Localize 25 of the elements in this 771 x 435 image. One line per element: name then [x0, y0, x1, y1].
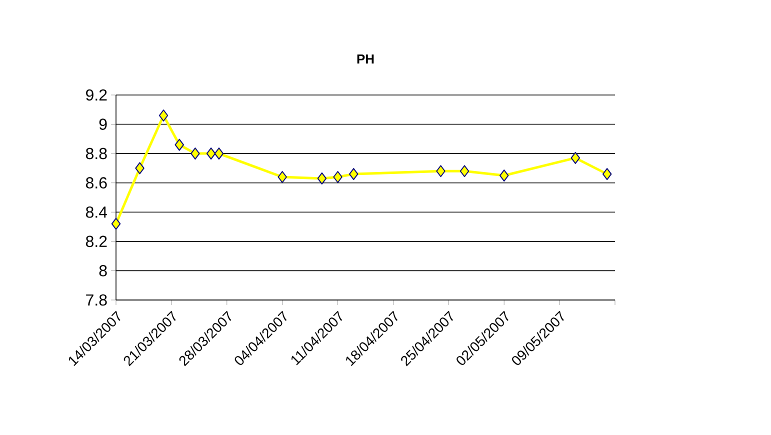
- y-tick-label: 9.2: [86, 89, 107, 101]
- y-tick-label: 8.6: [86, 177, 107, 189]
- point: [174, 138, 184, 151]
- point: [135, 162, 144, 174]
- point: [499, 170, 509, 182]
- y-tick-label: 8.8: [86, 148, 107, 160]
- point: [278, 170, 287, 183]
- point: [206, 148, 216, 160]
- point: [214, 148, 224, 160]
- point: [190, 148, 200, 160]
- point: [602, 168, 612, 180]
- y-tick-label: 8: [99, 265, 107, 276]
- y-tick-label: 8.4: [86, 206, 108, 218]
- point: [570, 152, 580, 164]
- point: [158, 109, 168, 122]
- point: [348, 168, 358, 180]
- chart-title: PH: [357, 54, 374, 64]
- point: [333, 170, 342, 183]
- y-tick-label: 8.2: [86, 236, 107, 248]
- point: [436, 165, 446, 178]
- y-tick-label: 7.8: [86, 294, 107, 306]
- y-tick-label: 9: [99, 118, 107, 130]
- point: [317, 172, 327, 184]
- point: [111, 218, 121, 230]
- point: [460, 165, 470, 178]
